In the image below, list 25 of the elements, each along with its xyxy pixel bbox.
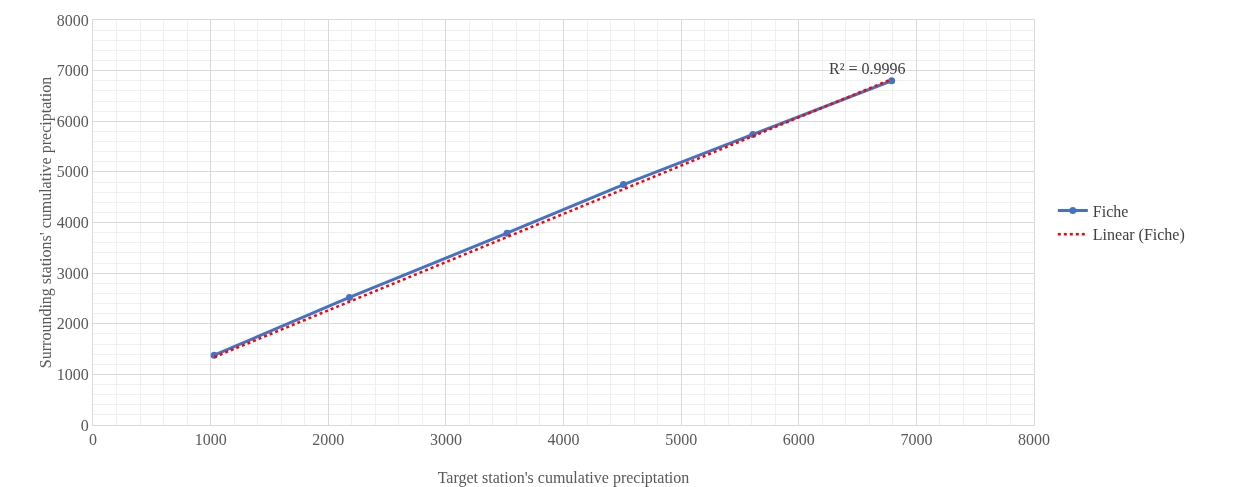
x-tick-label: 1000 xyxy=(194,431,227,449)
y-tick-label: 6000 xyxy=(56,112,89,130)
x-tick-label: 4000 xyxy=(547,431,580,449)
y-tick-label: 8000 xyxy=(56,11,89,29)
y-axis-title: Surrounding stations' cumulative preciptation xyxy=(36,76,55,369)
y-tick-label: 4000 xyxy=(56,214,89,232)
y-tick-label: 3000 xyxy=(56,264,89,282)
x-tick-label: 3000 xyxy=(429,431,462,449)
y-tick-label: 5000 xyxy=(56,163,89,181)
x-tick-label: 5000 xyxy=(665,431,698,449)
y-tick-label: 0 xyxy=(80,416,89,434)
x-tick-label: 2000 xyxy=(312,431,345,449)
annotation: R² = 0.9996 xyxy=(829,60,906,77)
y-tick-label: 7000 xyxy=(56,62,89,80)
x-tick-label: 7000 xyxy=(900,431,933,449)
legend-label: Fiche xyxy=(1092,202,1129,220)
y-tick-label: 1000 xyxy=(56,365,89,383)
y-tick-label: 2000 xyxy=(56,315,89,333)
x-tick-label: 6000 xyxy=(782,431,815,449)
x-tick-label: 8000 xyxy=(1018,431,1050,449)
x-axis-title: Target station's cumulative preciptation xyxy=(437,469,690,487)
point xyxy=(888,77,896,85)
legend-label: Linear (Fiche) xyxy=(1092,226,1185,245)
point xyxy=(619,181,627,189)
point xyxy=(345,293,353,301)
